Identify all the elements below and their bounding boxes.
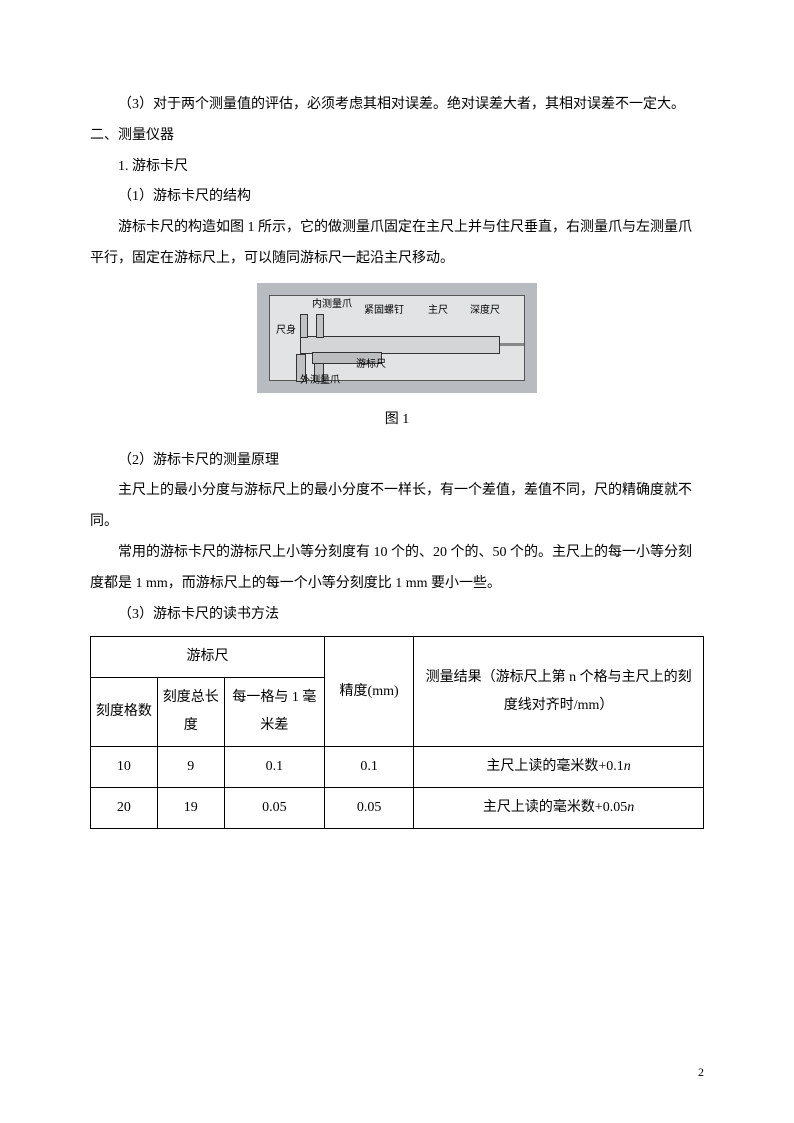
cell-result: 主尺上读的毫米数+0.05n <box>414 788 704 829</box>
cell-divs: 10 <box>91 747 158 788</box>
cell-prec: 0.1 <box>325 747 414 788</box>
th-diff: 每一格与 1 毫米差 <box>224 678 324 747</box>
th-vernier: 游标尺 <box>91 637 325 678</box>
cell-diff: 0.05 <box>224 788 324 829</box>
cell-len: 19 <box>157 788 224 829</box>
caliper-depth-rod <box>500 343 524 346</box>
cell-result-n: n <box>624 759 631 774</box>
th-precision: 精度(mm) <box>325 637 414 747</box>
label-body: 尺身 <box>276 326 296 336</box>
heading-principle: （2）游标卡尺的测量原理 <box>90 446 704 477</box>
paragraph-structure-desc: 游标卡尺的构造如图 1 所示，它的做测量爪固定在主尺上并与住尺垂直，右测量爪与左… <box>90 213 704 275</box>
cell-result-prefix: 主尺上读的毫米数+0.05 <box>483 800 627 815</box>
cell-result-n: n <box>627 800 634 815</box>
table-row: 10 9 0.1 0.1 主尺上读的毫米数+0.1n <box>91 747 704 788</box>
th-result-line1: 测量结果（游标尺上第 n 个格与主尺上的刻 <box>426 670 692 685</box>
th-divs: 刻度格数 <box>91 678 158 747</box>
figure-caliper: 内测量爪 紧固螺钉 主尺 深度尺 尺身 游标尺 外测量爪 <box>90 283 704 397</box>
cell-result: 主尺上读的毫米数+0.1n <box>414 747 704 788</box>
vernier-table: 游标尺 精度(mm) 测量结果（游标尺上第 n 个格与主尺上的刻 度线对齐时/m… <box>90 636 704 829</box>
cell-len: 9 <box>157 747 224 788</box>
table-row: 20 19 0.05 0.05 主尺上读的毫米数+0.05n <box>91 788 704 829</box>
label-depth-rod: 深度尺 <box>470 306 500 316</box>
th-result: 测量结果（游标尺上第 n 个格与主尺上的刻 度线对齐时/mm） <box>414 637 704 747</box>
cell-prec: 0.05 <box>325 788 414 829</box>
caliper-image: 内测量爪 紧固螺钉 主尺 深度尺 尺身 游标尺 外测量爪 <box>257 283 537 393</box>
label-main-scale: 主尺 <box>428 306 448 316</box>
th-total-len: 刻度总长度 <box>157 678 224 747</box>
cell-diff: 0.1 <box>224 747 324 788</box>
cell-result-prefix: 主尺上读的毫米数+0.1 <box>486 759 623 774</box>
caliper-sketch-bg: 内测量爪 紧固螺钉 主尺 深度尺 尺身 游标尺 外测量爪 <box>269 295 525 381</box>
cell-divs: 20 <box>91 788 158 829</box>
paragraph-principle: 主尺上的最小分度与游标尺上的最小分度不一样长，有一个差值，差值不同，尺的精确度就… <box>90 476 704 538</box>
label-screw: 紧固螺钉 <box>364 306 404 316</box>
paragraph-divisions: 常用的游标卡尺的游标尺上小等分刻度有 10 个的、20 个的、50 个的。主尺上… <box>90 538 704 600</box>
table-header-row-1: 游标尺 精度(mm) 测量结果（游标尺上第 n 个格与主尺上的刻 度线对齐时/m… <box>91 637 704 678</box>
label-outer-jaw: 外测量爪 <box>300 376 340 386</box>
caliper-inner-jaw-right <box>316 314 324 338</box>
paragraph-error-eval: （3）对于两个测量值的评估，必须考虑其相对误差。绝对误差大者，其相对误差不一定大… <box>90 90 704 121</box>
label-inner-jaw: 内测量爪 <box>312 300 352 310</box>
th-result-line2: 度线对齐时/mm） <box>504 698 614 713</box>
section-heading-instruments: 二、测量仪器 <box>90 121 704 152</box>
page-number: 2 <box>698 1059 704 1085</box>
label-vernier: 游标尺 <box>356 360 386 370</box>
heading-vernier-caliper: 1. 游标卡尺 <box>90 152 704 183</box>
heading-reading-method: （3）游标卡尺的读书方法 <box>90 600 704 631</box>
caliper-inner-jaw-left <box>300 314 308 338</box>
figure-caption: 图 1 <box>90 405 704 436</box>
heading-structure: （1）游标卡尺的结构 <box>90 182 704 213</box>
